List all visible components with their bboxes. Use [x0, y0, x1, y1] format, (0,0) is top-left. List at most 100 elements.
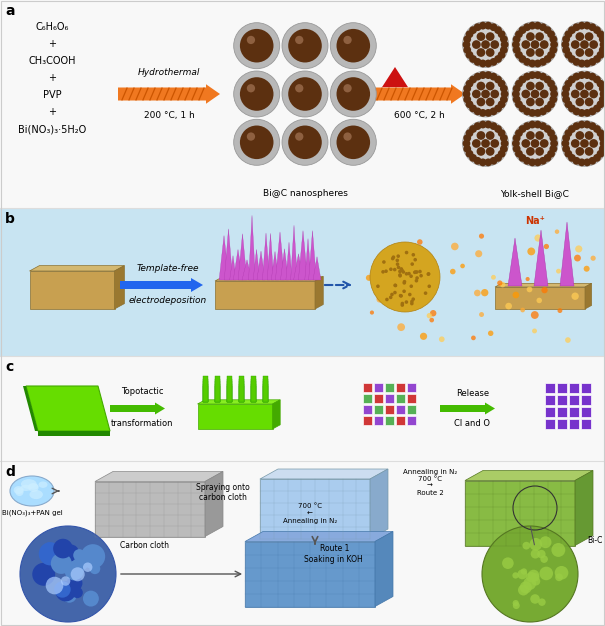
- Circle shape: [513, 96, 520, 103]
- Circle shape: [466, 129, 473, 137]
- Circle shape: [500, 134, 508, 142]
- Circle shape: [561, 71, 605, 117]
- Circle shape: [427, 313, 432, 319]
- Polygon shape: [575, 471, 593, 545]
- Circle shape: [512, 600, 519, 606]
- Circle shape: [543, 125, 551, 133]
- Circle shape: [401, 302, 404, 305]
- Circle shape: [584, 48, 594, 57]
- Circle shape: [597, 100, 604, 108]
- Circle shape: [523, 577, 536, 590]
- Bar: [545, 419, 555, 429]
- Circle shape: [463, 85, 471, 93]
- Circle shape: [515, 129, 523, 137]
- Circle shape: [463, 134, 471, 142]
- Circle shape: [63, 545, 79, 560]
- Circle shape: [405, 251, 408, 254]
- Circle shape: [584, 98, 594, 106]
- Polygon shape: [219, 235, 229, 280]
- Polygon shape: [242, 260, 252, 280]
- Polygon shape: [286, 242, 292, 280]
- Circle shape: [59, 552, 82, 575]
- Circle shape: [491, 40, 499, 49]
- Bar: [263, 386, 268, 402]
- Text: Annealing in N₂
700 °C
→
Route 2: Annealing in N₂ 700 °C → Route 2: [403, 469, 457, 496]
- Circle shape: [583, 121, 591, 128]
- Circle shape: [498, 80, 506, 88]
- Bar: [0, 461, 605, 626]
- Circle shape: [589, 73, 597, 81]
- Circle shape: [486, 147, 494, 156]
- Polygon shape: [315, 277, 323, 309]
- Circle shape: [414, 270, 419, 275]
- Circle shape: [600, 140, 605, 147]
- Circle shape: [571, 90, 580, 98]
- Circle shape: [528, 121, 536, 128]
- Circle shape: [589, 157, 597, 165]
- Circle shape: [529, 538, 542, 551]
- Text: Bi-C: Bi-C: [587, 536, 603, 545]
- Circle shape: [513, 602, 520, 609]
- Bar: [203, 381, 208, 402]
- Circle shape: [515, 100, 523, 108]
- Circle shape: [330, 71, 376, 117]
- Bar: [385, 382, 394, 391]
- Circle shape: [599, 96, 605, 103]
- Circle shape: [564, 129, 572, 137]
- Polygon shape: [495, 284, 592, 287]
- Polygon shape: [238, 233, 247, 280]
- Circle shape: [466, 100, 473, 108]
- Circle shape: [568, 76, 576, 83]
- Circle shape: [410, 284, 413, 288]
- Circle shape: [534, 71, 541, 79]
- Circle shape: [407, 272, 411, 275]
- Bar: [203, 376, 208, 402]
- Circle shape: [73, 554, 89, 570]
- Text: d: d: [5, 465, 15, 479]
- Polygon shape: [114, 265, 125, 309]
- Bar: [227, 376, 232, 402]
- Circle shape: [388, 278, 395, 284]
- Circle shape: [247, 84, 255, 93]
- Circle shape: [474, 23, 482, 31]
- Polygon shape: [370, 469, 388, 539]
- Circle shape: [73, 560, 83, 570]
- Circle shape: [523, 122, 531, 130]
- Circle shape: [550, 90, 558, 98]
- Circle shape: [55, 581, 76, 602]
- Circle shape: [402, 270, 405, 274]
- Bar: [396, 404, 405, 414]
- Circle shape: [528, 109, 536, 117]
- Circle shape: [46, 577, 64, 594]
- Polygon shape: [309, 230, 316, 280]
- Circle shape: [584, 81, 594, 90]
- Circle shape: [599, 46, 605, 54]
- Circle shape: [526, 287, 532, 292]
- Circle shape: [520, 582, 532, 593]
- Circle shape: [419, 274, 423, 277]
- Circle shape: [575, 48, 584, 57]
- Circle shape: [295, 133, 303, 141]
- Circle shape: [488, 331, 494, 336]
- Text: Cl and O: Cl and O: [454, 419, 491, 428]
- Circle shape: [53, 539, 73, 558]
- Circle shape: [428, 284, 431, 288]
- Circle shape: [526, 277, 530, 281]
- Circle shape: [589, 90, 598, 98]
- Circle shape: [485, 59, 492, 68]
- Text: Carbon cloth: Carbon cloth: [120, 540, 169, 550]
- Circle shape: [479, 233, 484, 239]
- Circle shape: [389, 295, 393, 299]
- Circle shape: [583, 158, 591, 167]
- Circle shape: [344, 36, 352, 44]
- Polygon shape: [281, 249, 289, 280]
- Circle shape: [485, 22, 492, 29]
- Circle shape: [578, 71, 586, 79]
- Circle shape: [479, 121, 487, 128]
- Circle shape: [295, 84, 303, 93]
- Circle shape: [475, 250, 482, 257]
- Circle shape: [410, 300, 414, 304]
- Circle shape: [486, 48, 494, 57]
- Circle shape: [568, 26, 576, 34]
- Circle shape: [518, 55, 526, 63]
